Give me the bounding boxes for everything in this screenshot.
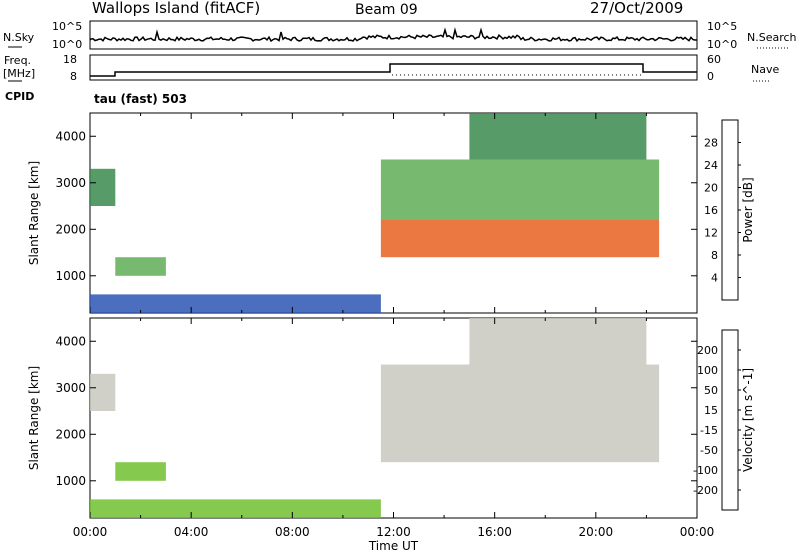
velocity-cbtick-label-1: 100: [697, 364, 718, 377]
velocity-ytick-label-3: 4000: [55, 334, 86, 348]
power-cbtick-label-3: 16: [704, 204, 718, 217]
nsky-tick-top: 10^5: [52, 20, 82, 33]
power-ytick-label-1: 2000: [55, 222, 86, 236]
power-ylabel: Slant Range [km]: [27, 161, 41, 265]
velocity-cbtick-label-2: 50: [704, 384, 718, 397]
nave-tick-bottom: 0: [707, 70, 714, 83]
xtick-label-4: 16:00: [477, 525, 512, 539]
power-cbtick-label-4: 20: [704, 182, 718, 195]
power-colorbar-label: Power [dB]: [741, 177, 755, 242]
nsearch-tick-bottom: 10^0: [707, 38, 737, 51]
velocity-cbtick-label-7: -200: [693, 484, 718, 497]
nsky-panel: [89, 20, 698, 50]
cpid-label: CPID: [5, 90, 34, 103]
power-region-5: [469, 113, 647, 160]
freq-panel: [89, 54, 698, 81]
power-region-3: [380, 220, 660, 258]
xtick-label-6: 00:00: [680, 525, 715, 539]
velocity-region-4: [380, 364, 660, 425]
power-cbtick-label-1: 8: [711, 249, 718, 262]
velocity-region-2: [90, 499, 381, 518]
velocity-cbtick-label-6: -100: [693, 464, 718, 477]
power-region-0: [90, 168, 116, 206]
nsky-trace: [89, 27, 697, 43]
xtick-label-1: 04:00: [174, 525, 209, 539]
nave-label: Nave: [751, 63, 779, 76]
power-colorbar-frame: [721, 119, 739, 301]
power-region-4: [380, 159, 660, 220]
power-cbtick-label-0: 4: [711, 272, 718, 285]
velocity-cbtick-label-0: 200: [697, 344, 718, 357]
power-ytick-label-0: 1000: [55, 269, 86, 283]
freq-unit: [MHz]: [3, 67, 35, 80]
velocity-ytick-label-2: 3000: [55, 381, 86, 395]
velocity-region-1: [115, 462, 166, 481]
xtick-label-2: 08:00: [275, 525, 310, 539]
date-label: 27/Oct/2009: [590, 0, 683, 17]
velocity-region-3: [380, 425, 660, 463]
beam-label: Beam 09: [355, 2, 418, 18]
power-cbtick-label-5: 24: [704, 159, 718, 172]
velocity-ytick-label-0: 1000: [55, 474, 86, 488]
nsearch-label: N.Search: [747, 31, 797, 44]
freq-trace: [90, 63, 697, 77]
power-cbtick-label-2: 12: [704, 227, 718, 240]
freq-tick-top: 18: [63, 53, 77, 66]
velocity-region-0: [90, 373, 116, 411]
nsky-label: N.Sky: [3, 31, 35, 44]
nsky-tick-bottom: 10^0: [52, 38, 82, 51]
velocity-ytick-label-1: 2000: [55, 427, 86, 441]
xtick-label-0: 00:00: [73, 525, 108, 539]
power-chart: 1000 2000 3000 4000 Slant Range [km] 4 8 12 16 20…: [27, 112, 755, 314]
power-cbtick-label-6: 28: [704, 137, 718, 150]
power-region-2: [90, 294, 381, 313]
freq-label: Freq.: [4, 54, 31, 67]
velocity-cbtick-label-5: -50: [700, 444, 718, 457]
velocity-chart: 1000 2000 3000 4000 Slant Range [km] 200 100 50…: [27, 317, 755, 553]
xtick-label-3: 12:00: [376, 525, 411, 539]
xlabel: Time UT: [368, 539, 419, 553]
velocity-cbtick-label-4: -15: [700, 424, 718, 437]
velocity-colorbar-label: Velocity [m s^-1]: [741, 368, 755, 472]
velocity-cbtick-label-3: 15: [704, 404, 718, 417]
velocity-colorbar-frame: [721, 329, 739, 511]
xtick-label-5: 20:00: [579, 525, 614, 539]
power-region-1: [115, 257, 166, 276]
nsearch-tick-top: 10^5: [707, 20, 737, 33]
station-title: Wallops Island (fitACF): [92, 0, 260, 17]
power-ytick-label-3: 4000: [55, 129, 86, 143]
freq-tick-bottom: 8: [70, 70, 77, 83]
nave-tick-top: 60: [707, 53, 721, 66]
velocity-ylabel: Slant Range [km]: [27, 366, 41, 470]
power-ytick-label-2: 3000: [55, 176, 86, 190]
cpid-text: tau (fast) 503: [94, 92, 187, 106]
velocity-region-5: [469, 318, 647, 365]
